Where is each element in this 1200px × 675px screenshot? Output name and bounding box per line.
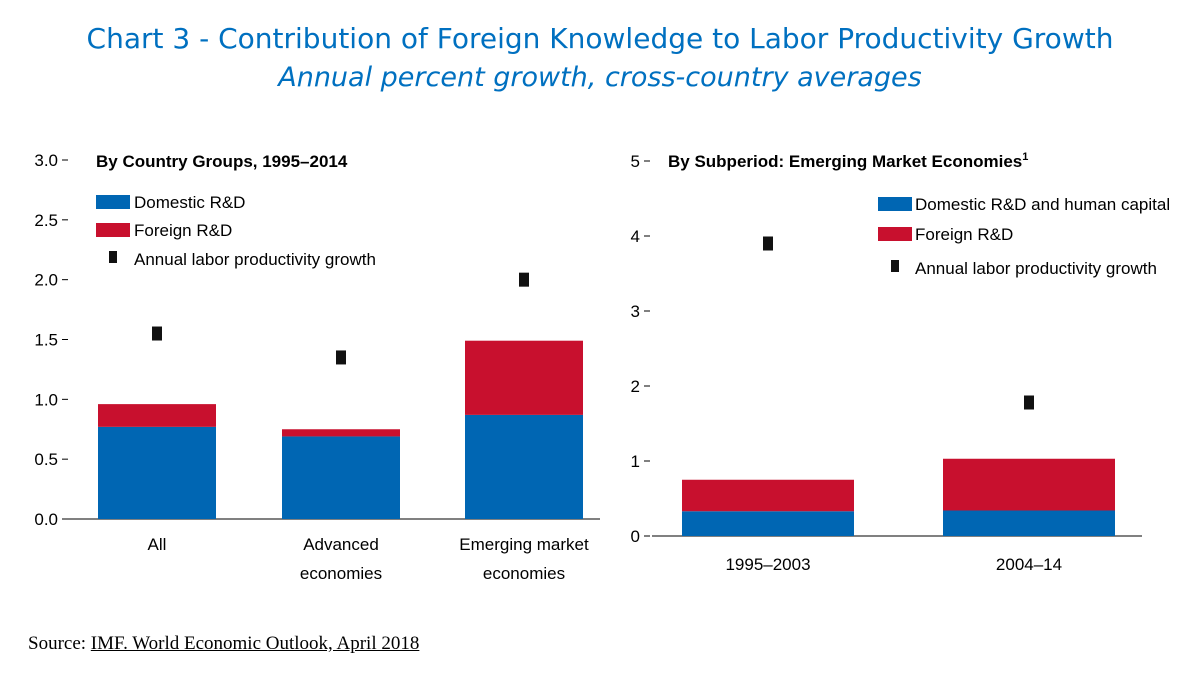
y-tick-label: 2.5 [34, 211, 58, 230]
y-tick-label: 0 [631, 527, 640, 546]
chart-title: Chart 3 - Contribution of Foreign Knowle… [86, 22, 1114, 55]
legend-label: Annual labor productivity growth [915, 259, 1157, 278]
productivity-marker [152, 326, 162, 341]
category-label: All [148, 535, 167, 554]
category-label: 2004–14 [996, 555, 1062, 574]
legend-label: Domestic R&D and human capital [915, 195, 1170, 214]
bar-domestic [943, 510, 1115, 536]
legend-swatch [878, 197, 912, 211]
category-label: economies [483, 564, 565, 583]
bar-domestic [465, 414, 583, 519]
y-tick-label: 1.5 [34, 331, 58, 350]
legend-label: Domestic R&D [134, 193, 245, 212]
bar-domestic [98, 426, 216, 519]
y-tick-label: 0.0 [34, 510, 58, 529]
category-label: Emerging market [459, 535, 589, 554]
productivity-marker [519, 272, 529, 287]
productivity-marker [336, 350, 346, 365]
y-tick-label: 1 [631, 452, 640, 471]
legend-marker [891, 260, 899, 272]
y-tick-label: 3 [631, 302, 640, 321]
category-label: economies [300, 564, 382, 583]
bar-domestic [682, 511, 854, 536]
category-label: 1995–2003 [725, 555, 810, 574]
bar-foreign [682, 479, 854, 512]
chart-panel-2: By Subperiod: Emerging Market Economies1… [631, 151, 1171, 574]
y-tick-label: 2 [631, 377, 640, 396]
legend-swatch [96, 195, 130, 209]
category-label: Advanced [303, 535, 379, 554]
y-tick-label: 2.0 [34, 271, 58, 290]
source-prefix: Source: [28, 633, 91, 654]
legend-swatch [878, 227, 912, 241]
source-note: Source: IMF. World Economic Outlook, Apr… [28, 633, 419, 655]
productivity-marker [763, 236, 773, 251]
y-tick-label: 3.0 [34, 151, 58, 170]
bar-domestic [282, 436, 400, 519]
y-tick-label: 4 [631, 227, 640, 246]
legend-label: Foreign R&D [134, 221, 232, 240]
legend-label: Annual labor productivity growth [134, 250, 376, 269]
panel-title: By Country Groups, 1995–2014 [96, 152, 348, 171]
productivity-marker [1024, 395, 1034, 410]
bar-foreign [943, 458, 1115, 511]
legend-label: Foreign R&D [915, 225, 1013, 244]
bar-foreign [282, 429, 400, 437]
chart-subtitle: Annual percent growth, cross-country ave… [278, 62, 922, 93]
legend-swatch [96, 223, 130, 237]
bar-foreign [465, 340, 583, 415]
panel-title: By Subperiod: Emerging Market Economies1 [668, 151, 1028, 171]
y-tick-label: 0.5 [34, 450, 58, 469]
source-link[interactable]: IMF. World Economic Outlook, April 2018 [90, 633, 420, 654]
chart-panel-1: By Country Groups, 1995–2014 0.0 0.5 1.0 1.5… [34, 151, 600, 583]
legend-marker [109, 251, 117, 263]
y-tick-label: 5 [631, 152, 640, 171]
bar-foreign [98, 404, 216, 427]
y-tick-label: 1.0 [34, 390, 58, 409]
